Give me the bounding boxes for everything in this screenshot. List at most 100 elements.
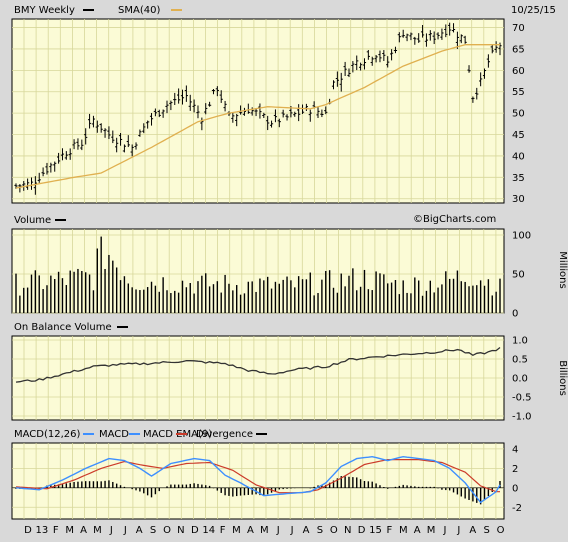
x-tick-label: O bbox=[330, 525, 338, 536]
ohlc-bar bbox=[231, 112, 235, 123]
ohlc-bar bbox=[262, 112, 266, 119]
ohlc-bar bbox=[494, 41, 498, 53]
ohlc-bar bbox=[389, 49, 394, 61]
price-tick-label: 70 bbox=[512, 23, 525, 34]
ohlc-bar bbox=[486, 54, 490, 68]
ohlc-bar bbox=[343, 61, 347, 76]
ohlc-bar bbox=[177, 88, 181, 104]
ohlc-bar bbox=[320, 109, 324, 118]
ohlc-bar bbox=[331, 80, 336, 90]
x-tick-label: J bbox=[456, 525, 460, 536]
ohlc-bar bbox=[455, 31, 460, 49]
ohlc-bar bbox=[200, 117, 204, 131]
x-tick-label: S bbox=[150, 525, 156, 536]
ohlc-bar bbox=[405, 33, 409, 42]
ohlc-bar bbox=[277, 118, 281, 128]
sma-label: SMA(40) bbox=[118, 5, 160, 16]
ohlc-bar bbox=[436, 32, 440, 40]
ohlc-bar bbox=[169, 100, 173, 111]
ohlc-bar bbox=[118, 132, 123, 146]
price-tick-label: 55 bbox=[512, 87, 525, 98]
ohlc-bar bbox=[382, 50, 386, 61]
obv-tick-label: 0.5 bbox=[512, 355, 528, 366]
ohlc-bar bbox=[223, 100, 227, 112]
ohlc-bar bbox=[351, 61, 355, 73]
ohlc-bar bbox=[471, 96, 475, 103]
macd-ema-line bbox=[15, 459, 500, 494]
price-tick-label: 40 bbox=[512, 151, 525, 162]
price-tick-label: 45 bbox=[512, 130, 525, 141]
ticker-label: BMY Weekly bbox=[14, 5, 75, 16]
x-tick-label: J bbox=[123, 525, 127, 536]
ohlc-bar bbox=[95, 120, 99, 133]
ohlc-bar bbox=[91, 115, 96, 128]
x-tick-label: S bbox=[317, 525, 323, 536]
ohlc-bar bbox=[374, 54, 378, 63]
ohlc-bar bbox=[440, 28, 444, 40]
ohlc-bar bbox=[401, 29, 405, 38]
ohlc-bar bbox=[103, 128, 107, 138]
x-tick-label: M bbox=[93, 525, 102, 536]
price-tick-label: 35 bbox=[512, 173, 525, 184]
obv-unit: Billions bbox=[557, 360, 568, 396]
volume-y-axis: 0 50 100 bbox=[512, 231, 531, 320]
ohlc-bar bbox=[45, 162, 49, 175]
macd-title: MACD(12,26) bbox=[14, 429, 81, 440]
x-tick-label: F bbox=[53, 525, 59, 536]
ohlc-bar bbox=[219, 90, 223, 103]
ohlc-bar bbox=[180, 89, 185, 105]
ohlc-bar bbox=[444, 24, 448, 38]
ohlc-bar bbox=[269, 120, 274, 128]
x-tick-label: N bbox=[344, 525, 351, 536]
ohlc-bar bbox=[165, 100, 169, 114]
x-tick-label: M bbox=[260, 525, 269, 536]
ohlc-bar bbox=[448, 22, 452, 36]
ohlc-bar bbox=[84, 128, 88, 145]
macd-tick-label: 2 bbox=[512, 464, 518, 475]
x-tick-label: F bbox=[387, 525, 393, 536]
ohlc-bar bbox=[196, 105, 200, 119]
sma-line bbox=[15, 44, 500, 189]
volume-unit: Millions bbox=[557, 251, 568, 288]
ohlc-bar bbox=[370, 56, 374, 66]
x-tick-label: A bbox=[80, 525, 87, 536]
obv-tick-label: -0.5 bbox=[512, 393, 532, 404]
ohlc-bar bbox=[60, 148, 65, 161]
ohlc-bar bbox=[111, 130, 115, 144]
ohlc-bar bbox=[463, 35, 467, 44]
watermark: ©BigCharts.com bbox=[413, 214, 496, 225]
obv-y-axis: -1.0 -0.5 0.0 0.5 1.0 bbox=[512, 336, 532, 423]
ohlc-bar bbox=[258, 103, 262, 119]
divergence-legend: Divergence bbox=[196, 429, 253, 440]
ohlc-bar bbox=[242, 107, 247, 116]
ohlc-bar bbox=[53, 161, 57, 172]
ohlc-bar bbox=[208, 101, 212, 107]
price-tick-label: 50 bbox=[512, 109, 525, 120]
ohlc-bar bbox=[417, 33, 421, 43]
x-tick-label: A bbox=[414, 525, 421, 536]
ohlc-bar bbox=[76, 138, 80, 150]
x-tick-label: S bbox=[484, 525, 490, 536]
x-tick-label: O bbox=[163, 525, 171, 536]
ohlc-bar bbox=[41, 167, 45, 177]
x-tick-label: F bbox=[220, 525, 226, 536]
ohlc-bar bbox=[335, 71, 339, 87]
ohlc-bar bbox=[192, 99, 196, 113]
x-tick-label: D bbox=[358, 525, 366, 536]
x-tick-label: A bbox=[136, 525, 143, 536]
ohlc-bar bbox=[273, 109, 278, 123]
obv-tick-label: 1.0 bbox=[512, 336, 528, 347]
ohlc-bar bbox=[409, 32, 413, 41]
ohlc-bar bbox=[33, 176, 37, 195]
ohlc-bar bbox=[238, 105, 243, 115]
x-tick-label: M bbox=[399, 525, 408, 536]
ohlc-bar bbox=[87, 113, 92, 129]
ohlc-bar bbox=[479, 72, 483, 87]
price-tick-label: 60 bbox=[512, 66, 525, 77]
obv-line bbox=[15, 346, 501, 383]
chart-date: 10/25/15 bbox=[511, 5, 556, 16]
ohlc-bar bbox=[467, 65, 471, 73]
macd-tick-label: 0 bbox=[512, 483, 518, 494]
ohlc-bar bbox=[26, 178, 30, 190]
